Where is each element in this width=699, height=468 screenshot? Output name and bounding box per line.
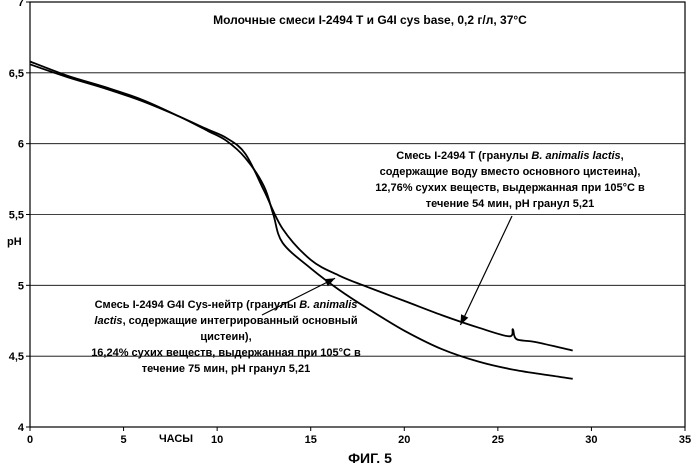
annotation-0-line-2: 12,76% сухих веществ, выдержанная при 10… — [375, 182, 645, 194]
y-tick-label-6: 7 — [18, 0, 24, 9]
x-tick-label-4: 20 — [398, 434, 410, 446]
y-tick-label-4: 6 — [18, 139, 24, 151]
y-axis-label: pH — [7, 236, 22, 248]
annotation-1-line-1: lactis, содержащие интегрированный основ… — [94, 315, 357, 327]
annotation-1-line-3: 16,24% сухих веществ, выдержанная при 10… — [91, 347, 361, 359]
annotation-0-line-0: Смесь I-2494 T (гранулы B. animalis lact… — [396, 150, 623, 162]
x-tick-label-3: 15 — [305, 434, 317, 446]
x-tick-label-2: 10 — [211, 434, 223, 446]
x-tick-label-1: 5 — [121, 434, 127, 446]
x-axis: 0 5 10 15 20 25 30 35 — [27, 427, 691, 446]
chart: 4 4,5 5 5,5 6 6,5 7 0 5 10 15 20 25 30 35 Смесь I-249… — [0, 0, 699, 468]
y-tick-label-0: 4 — [18, 422, 25, 434]
annotation-arrow-0 — [460, 216, 512, 325]
annotation-1-line-2: цистеин), — [200, 331, 251, 343]
x-tick-label-0: 0 — [27, 434, 33, 446]
figure-caption: ФИГ. 5 — [348, 450, 392, 466]
chart-title: Молочные смеси I-2494 T и G4I cys base, … — [213, 13, 527, 27]
y-tick-label-1: 4,5 — [9, 351, 24, 363]
x-tick-label-5: 25 — [492, 434, 504, 446]
x-tick-label-6: 30 — [585, 434, 597, 446]
y-tick-label-3: 5,5 — [9, 210, 24, 222]
x-axis-label: ЧАСЫ — [159, 433, 193, 445]
annotations: Смесь I-2494 T (гранулы B. animalis lact… — [91, 150, 645, 375]
y-tick-label-2: 5 — [18, 280, 24, 292]
annotation-1-line-4: течение 75 мин, pH гранул 5,21 — [142, 363, 310, 375]
x-tick-label-7: 35 — [679, 434, 691, 446]
annotation-0-line-3: течение 54 мин, pH гранул 5,21 — [426, 198, 594, 210]
y-tick-label-5: 6,5 — [9, 68, 24, 80]
series-group — [30, 62, 573, 379]
annotation-0-line-1: содержащие воду вместо основного цистеин… — [380, 166, 641, 178]
annotation-1-line-0: Смесь I-2494 G4I Cys-нейтр (гранулы B. a… — [95, 299, 358, 311]
gridlines — [30, 73, 685, 356]
y-axis: 4 4,5 5 5,5 6 6,5 7 — [9, 0, 30, 434]
